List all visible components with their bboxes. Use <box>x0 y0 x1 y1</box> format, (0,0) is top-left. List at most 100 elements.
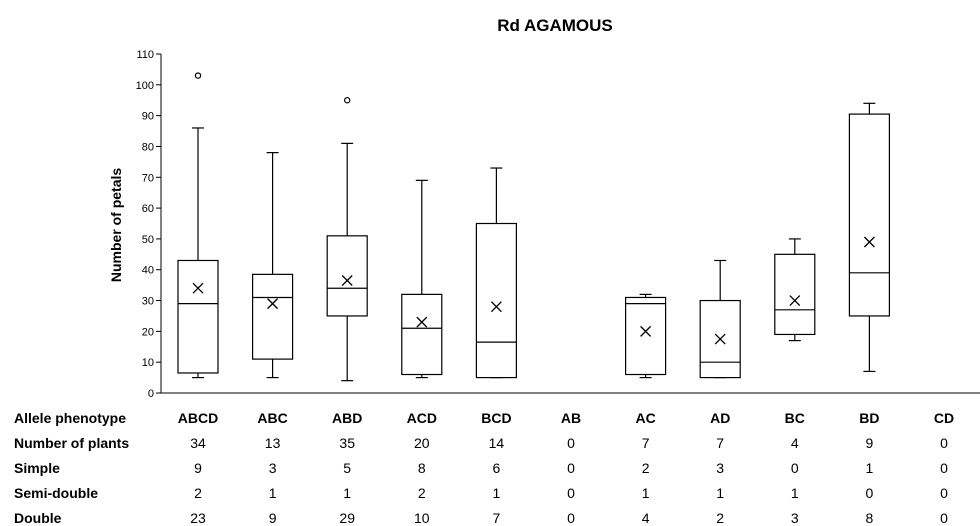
category-label: ABC <box>257 410 287 426</box>
iqr-box <box>177 259 219 374</box>
mean-marker <box>490 301 502 313</box>
table-cell: 4 <box>642 510 650 526</box>
y-tick-label: 90 <box>142 111 154 123</box>
mean-marker <box>341 275 353 286</box>
category-label: CD <box>934 410 954 426</box>
mean-marker-stroke <box>416 316 428 328</box>
iqr-box <box>252 273 294 360</box>
table-cell: 9 <box>269 510 277 526</box>
table-cell: 1 <box>269 485 277 501</box>
category-label: AC <box>635 410 655 426</box>
chart-title: Rd AGAMOUS <box>497 16 613 35</box>
iqr-box <box>326 235 368 317</box>
table-cell: 8 <box>418 460 426 476</box>
table-cell: 9 <box>866 435 874 451</box>
box-ABCD <box>177 72 219 379</box>
table-cell: 3 <box>716 460 724 476</box>
mean-marker-stroke <box>341 275 353 286</box>
table-cell: 20 <box>414 435 430 451</box>
y-tick-label: 0 <box>148 388 154 400</box>
table-cell: 10 <box>414 510 430 526</box>
y-tick-label: 30 <box>142 296 154 308</box>
category-label: AD <box>710 410 730 426</box>
table-cell: 2 <box>194 485 202 501</box>
iqr-box <box>624 296 667 376</box>
table-cell: 34 <box>190 435 206 451</box>
table-cell: 2 <box>716 510 724 526</box>
category-label: BD <box>859 410 879 426</box>
box-AC <box>624 293 667 379</box>
y-tick-label: 20 <box>142 326 154 338</box>
table-row-label: Simple <box>14 460 60 476</box>
table-cell: 7 <box>716 435 724 451</box>
mean-marker-stroke <box>490 301 502 313</box>
table-cell: 7 <box>493 510 501 526</box>
mean-marker <box>192 282 204 294</box>
y-tick-label: 100 <box>136 80 154 92</box>
table-row-label: Number of plants <box>14 435 129 451</box>
axes: 0 10 20 30 40 50 60 70 80 90 100 110 <box>136 49 980 400</box>
table-cell: 1 <box>343 485 351 501</box>
table-cell: 6 <box>493 460 501 476</box>
mean-marker <box>640 325 652 337</box>
iqr-box <box>774 253 816 336</box>
mean-marker <box>416 316 428 328</box>
table-cell: 3 <box>269 460 277 476</box>
iqr-box <box>475 222 517 379</box>
mean-marker-stroke <box>640 325 652 337</box>
y-tick-label: 40 <box>142 265 154 277</box>
table-cell: 0 <box>940 460 948 476</box>
y-axis-label: Number of petals <box>108 168 124 283</box>
mean-marker <box>714 333 726 345</box>
table-header-label: Allele phenotype <box>14 410 126 426</box>
table-cell: 2 <box>642 460 650 476</box>
table-cell: 29 <box>339 510 355 526</box>
box-BD <box>848 102 891 373</box>
table-cell: 9 <box>194 460 202 476</box>
mean-marker-stroke <box>192 282 204 294</box>
table-cell: 1 <box>791 485 799 501</box>
table-cell: 8 <box>866 510 874 526</box>
table-cell: 1 <box>716 485 724 501</box>
category-label: ACD <box>407 410 437 426</box>
box-AD <box>699 259 741 379</box>
iqr-box <box>401 293 443 376</box>
table-cell: 0 <box>567 510 575 526</box>
table-row-label: Semi-double <box>14 485 98 501</box>
iqr-box <box>848 113 891 317</box>
mean-marker <box>863 236 875 248</box>
table-row-label: Double <box>14 510 62 526</box>
mean-marker <box>267 298 279 310</box>
y-tick-label: 110 <box>136 49 154 61</box>
table-cell: 0 <box>567 435 575 451</box>
table-cell: 0 <box>940 435 948 451</box>
table-cell: 0 <box>567 460 575 476</box>
mean-marker-stroke <box>863 236 875 248</box>
box-ABD <box>326 97 368 382</box>
table-cell: 13 <box>265 435 281 451</box>
box-BC <box>774 238 816 342</box>
boxes <box>177 72 891 382</box>
box-BCD <box>475 167 517 379</box>
table-cell: 0 <box>940 485 948 501</box>
table-cell: 1 <box>642 485 650 501</box>
table-cell: 5 <box>343 460 351 476</box>
category-label: BCD <box>481 410 511 426</box>
mean-marker <box>789 295 801 307</box>
mean-marker-stroke <box>789 295 801 307</box>
mean-marker-stroke <box>714 333 726 345</box>
data-table: Allele phenotype ABCD ABC ABD ACD BCD AB AC AD BC… <box>14 410 954 526</box>
table-cell: 23 <box>190 510 206 526</box>
table-cell: 35 <box>339 435 355 451</box>
category-label: BC <box>785 410 805 426</box>
box-ACD <box>401 179 443 379</box>
mean-marker-stroke <box>267 298 279 310</box>
y-tick-label: 70 <box>142 172 154 184</box>
category-label: AB <box>561 410 581 426</box>
outlier-point <box>344 97 351 104</box>
category-label: ABCD <box>178 410 218 426</box>
y-tick-label: 10 <box>142 357 154 369</box>
table-cell: 1 <box>866 460 874 476</box>
y-tick-label: 60 <box>142 203 154 215</box>
